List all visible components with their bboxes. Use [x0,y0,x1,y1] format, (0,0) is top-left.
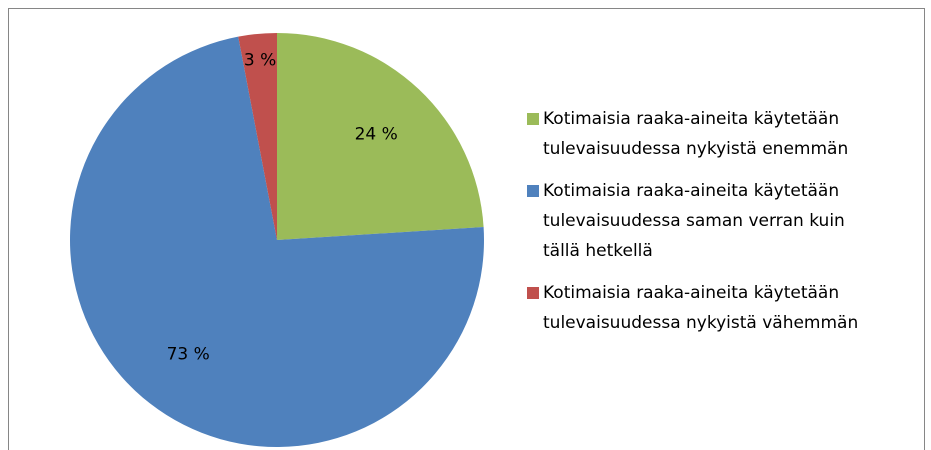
legend-label: Kotimaisia raaka-aineita käytetään tulev… [543,283,859,333]
legend-item: Kotimaisia raaka-aineita käytetään tulev… [527,278,897,338]
pie-slice [238,33,277,240]
legend-swatch [527,113,539,125]
pie-slice [277,33,484,240]
pie-slice [69,36,484,447]
legend-item: Kotimaisia raaka-aineita käytetään tulev… [527,104,897,164]
data-label: 24 % [355,124,398,144]
legend-label: Kotimaisia raaka-aineita käytetään tulev… [543,181,845,261]
legend: Kotimaisia raaka-aineita käytetään tulev… [527,104,897,350]
legend-item: Kotimaisia raaka-aineita käytetään tulev… [527,176,897,266]
data-label: 73 % [167,344,210,364]
legend-swatch [527,287,539,299]
data-label: 3 % [244,51,276,71]
legend-swatch [527,185,539,197]
chart-border [8,8,925,450]
legend-label: Kotimaisia raaka-aineita käytetään tulev… [543,109,849,159]
